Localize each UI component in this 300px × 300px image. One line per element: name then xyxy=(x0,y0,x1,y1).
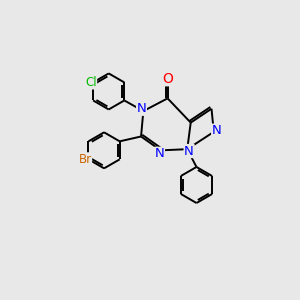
Text: N: N xyxy=(212,124,221,137)
Text: Br: Br xyxy=(79,153,92,166)
Text: N: N xyxy=(184,145,194,158)
Text: Cl: Cl xyxy=(85,76,97,89)
Text: N: N xyxy=(155,147,164,160)
Text: N: N xyxy=(136,102,146,115)
Text: O: O xyxy=(162,72,173,86)
